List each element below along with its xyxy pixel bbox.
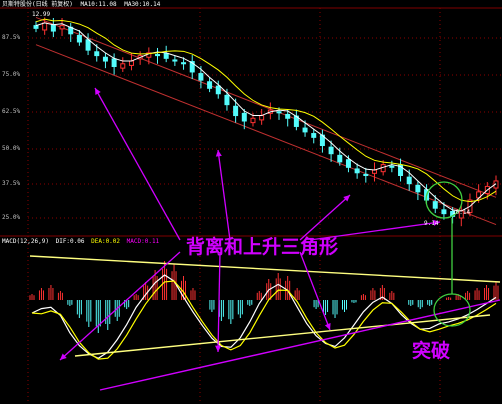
stock-name: 贝斯特股份(日线 前复权) xyxy=(2,1,73,8)
arrow-head xyxy=(60,353,67,360)
annotation-overlay xyxy=(29,87,501,391)
annotation-arrow xyxy=(309,221,441,241)
pattern-caption: 背离和上升三角形 xyxy=(186,236,339,258)
annotation-arrow xyxy=(299,194,351,241)
high-price-label: 12.99 xyxy=(32,11,51,18)
channel-line xyxy=(35,16,497,198)
ma-line xyxy=(35,22,497,212)
candle-body xyxy=(259,115,265,121)
arrow-head xyxy=(433,219,440,226)
annotation-arrow xyxy=(59,251,181,361)
trend-channel xyxy=(35,16,497,226)
moving-averages xyxy=(35,18,497,212)
annotation-arrow xyxy=(217,149,231,241)
macd-panel xyxy=(29,261,499,360)
macd-value-label: MACD:0.11 xyxy=(126,238,160,245)
candle-body xyxy=(94,51,100,57)
candle-body xyxy=(155,54,161,57)
annotation-arrow xyxy=(94,87,181,241)
annotation-arrow xyxy=(217,251,221,353)
candle-body xyxy=(302,127,308,133)
candle-body xyxy=(328,146,334,155)
annotation-arrow xyxy=(299,251,331,331)
arrow-head xyxy=(95,88,101,95)
macd-name: MACD(12,26,9) xyxy=(2,238,49,245)
chart-grid xyxy=(0,7,502,404)
candle-body xyxy=(111,58,117,67)
candle-body xyxy=(276,111,282,114)
channel-line xyxy=(35,44,497,226)
dea-label: DEA:0.02 xyxy=(91,238,121,245)
candle-body xyxy=(250,117,256,124)
candle-body xyxy=(354,168,360,174)
candle-body xyxy=(493,180,499,189)
candle-body xyxy=(233,105,239,117)
candle-body xyxy=(363,173,369,177)
candle-body xyxy=(406,176,412,185)
candle-body xyxy=(215,85,221,95)
upper-trendline xyxy=(29,255,501,283)
candle-body xyxy=(128,60,134,66)
candle-body xyxy=(102,56,108,62)
macd-header: MACD(12,26,9) DIF:0.06 DEA:0.02 MACD:0.1… xyxy=(2,238,159,245)
breakout-circle xyxy=(425,181,463,219)
last-price-label: 10.14 xyxy=(452,209,471,216)
candle-body xyxy=(120,63,126,69)
candle-body xyxy=(441,209,447,215)
candle-body xyxy=(181,62,187,65)
rising-support-line xyxy=(99,299,501,391)
candle-body xyxy=(198,73,204,81)
price-level-label: 87.5% xyxy=(2,34,21,41)
price-level-label: 50.0% xyxy=(2,145,21,152)
price-level-label: 75.0% xyxy=(2,71,21,78)
candle-body xyxy=(207,81,213,89)
ma-line xyxy=(35,18,497,203)
candle-body xyxy=(163,52,169,59)
candle-body xyxy=(189,61,195,73)
candle-body xyxy=(415,184,421,193)
candle-body xyxy=(285,113,291,119)
arrow-head xyxy=(215,345,222,352)
candle-body xyxy=(42,22,48,31)
arrow-head xyxy=(324,323,331,330)
candle-body xyxy=(241,112,247,122)
ma10-label: MA10:11.08 xyxy=(80,1,117,8)
candle-body xyxy=(76,34,82,43)
low-price-label: 9.14 xyxy=(424,220,439,227)
candle-body xyxy=(224,94,230,106)
candle-body xyxy=(389,165,395,168)
candle-body xyxy=(59,25,65,30)
candle-body xyxy=(50,24,56,32)
candle-body xyxy=(311,133,317,138)
breakout-caption: 突破 xyxy=(412,340,451,362)
ma30-label: MA30:10.14 xyxy=(124,1,161,8)
price-level-label: 62.5% xyxy=(2,108,21,115)
arrow-head xyxy=(215,150,222,157)
candlesticks xyxy=(33,17,499,227)
arrow-head xyxy=(343,195,350,202)
candle-body xyxy=(172,59,178,62)
price-level-label: 37.5% xyxy=(2,180,21,187)
candle-body xyxy=(345,159,351,168)
candle-body xyxy=(432,201,438,209)
candle-body xyxy=(33,25,39,29)
candle-body xyxy=(85,39,91,51)
dea-line xyxy=(31,280,497,360)
candle-body xyxy=(398,164,404,177)
dif-label: DIF:0.06 xyxy=(55,238,85,245)
price-header: 贝斯特股份(日线 前复权) MA10:11.08 MA30:10.14 xyxy=(2,1,160,8)
price-level-label: 25.0% xyxy=(2,214,21,221)
lower-trendline xyxy=(74,314,491,357)
candle-body xyxy=(337,154,343,163)
